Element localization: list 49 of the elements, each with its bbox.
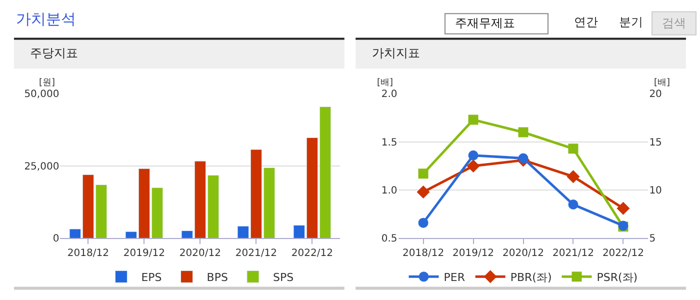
point — [416, 185, 430, 198]
x-tick-label: 2019/12 — [123, 248, 165, 260]
x-tick-label: 2022/12 — [291, 248, 333, 260]
x-tick-label: 2018/12 — [67, 248, 109, 260]
y-tick-label: 25,000 — [24, 161, 60, 172]
y-axis-title: [원] — [39, 78, 56, 88]
point — [518, 153, 528, 164]
text: 연간 — [574, 15, 598, 29]
point — [568, 144, 578, 154]
y-tick-label: 2.0 — [381, 89, 398, 100]
point — [568, 200, 578, 210]
point — [468, 114, 478, 125]
legend-label: BPS — [206, 270, 228, 284]
text: 주재무제표 — [455, 16, 515, 30]
x-tick-label: 2021/12 — [552, 248, 594, 260]
x-tick-label: 2021/12 — [235, 248, 277, 260]
y-tick-label: 50,000 — [24, 89, 60, 100]
legend-label: PBR(좌) — [510, 270, 552, 284]
y2-tick-label: 10 — [649, 186, 662, 197]
y-axis-title: [배] — [377, 78, 394, 88]
text: 검색 — [662, 16, 686, 30]
x-tick-label: 2020/12 — [179, 248, 221, 260]
x-tick-label: 2020/12 — [502, 248, 544, 260]
chart-title: 가치지표 — [372, 46, 420, 60]
point — [466, 159, 480, 172]
point — [616, 202, 630, 215]
point — [566, 170, 580, 184]
text: 분기 — [619, 15, 643, 29]
point — [518, 127, 528, 138]
x-tick-label: 2022/12 — [602, 248, 644, 260]
point — [418, 168, 428, 179]
text: 가치분석 — [16, 10, 76, 28]
y2-tick-label: 15 — [649, 137, 662, 148]
y-tick-label: 1.0 — [381, 186, 398, 197]
point — [418, 218, 428, 228]
legend-label: PSR(좌) — [596, 270, 638, 284]
y2-tick-label: 20 — [649, 89, 662, 100]
y-tick-label: 1.5 — [381, 137, 398, 148]
legend-label: PER — [444, 270, 466, 284]
y-tick-label: 0.5 — [381, 234, 398, 245]
point — [468, 150, 478, 160]
chart-title: 주당지표 — [30, 46, 78, 60]
y2-tick-label: 5 — [649, 234, 656, 245]
y2-axis-title: [배] — [654, 78, 670, 88]
y-tick-label: 0 — [52, 234, 60, 245]
x-tick-label: 2019/12 — [452, 248, 494, 260]
legend-label: EPS — [141, 270, 162, 284]
x-tick-label: 2018/12 — [402, 248, 444, 260]
legend-label: SPS — [272, 270, 294, 284]
